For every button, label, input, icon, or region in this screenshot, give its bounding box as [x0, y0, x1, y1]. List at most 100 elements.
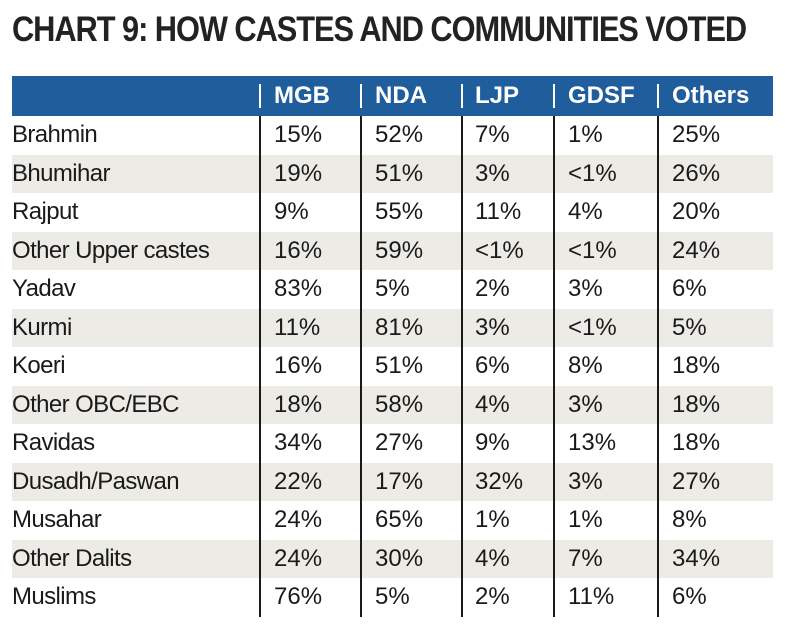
column-separator	[360, 347, 362, 386]
column-separator	[360, 231, 362, 270]
row-label: Musahar	[12, 506, 102, 533]
row-label: Yadav	[12, 275, 76, 302]
column-separator	[461, 385, 463, 424]
column-separator	[553, 116, 555, 155]
value-cell-gdsf: 4%	[568, 198, 603, 225]
row-label: Other Dalits	[12, 544, 132, 572]
column-header-gdsf: GDSF	[568, 82, 635, 109]
column-separator	[553, 539, 555, 578]
header-separator	[461, 84, 463, 108]
column-separator	[259, 193, 261, 232]
value-cell-mgb: 83%	[274, 275, 323, 302]
table-row: Brahmin 15% 52% 7% 1% 25%	[12, 116, 773, 155]
header-separator	[657, 84, 659, 108]
column-separator	[657, 308, 659, 347]
column-separator	[461, 231, 463, 270]
row-label: Dusadh/Paswan	[12, 467, 180, 495]
value-cell-gdsf: 7%	[568, 544, 603, 572]
table-row: Kurmi 11% 81% 3% <1% 5%	[12, 308, 773, 347]
row-label: Kurmi	[12, 313, 72, 341]
column-separator	[657, 424, 659, 463]
column-separator	[360, 270, 362, 309]
column-separator	[360, 308, 362, 347]
value-cell-nda: 58%	[375, 390, 424, 418]
row-label: Muslims	[12, 583, 96, 610]
value-cell-nda: 27%	[375, 429, 424, 456]
column-separator	[461, 116, 463, 155]
column-separator	[657, 501, 659, 540]
column-separator	[461, 270, 463, 309]
table-row: Koeri 16% 51% 6% 8% 18%	[12, 347, 773, 386]
column-separator	[259, 539, 261, 578]
value-cell-ljp: 3%	[475, 159, 510, 187]
column-separator	[553, 462, 555, 501]
value-cell-ljp: 3%	[475, 313, 510, 341]
table-row: Ravidas 34% 27% 9% 13% 18%	[12, 424, 773, 463]
column-separator	[553, 154, 555, 193]
column-separator	[657, 116, 659, 155]
column-separator	[657, 270, 659, 309]
value-cell-ljp: 1%	[475, 506, 510, 533]
column-separator	[461, 539, 463, 578]
column-separator	[360, 578, 362, 617]
column-header-nda: NDA	[375, 82, 427, 109]
column-separator	[259, 154, 261, 193]
value-cell-gdsf: 3%	[568, 275, 603, 302]
value-cell-nda: 65%	[375, 506, 424, 533]
value-cell-ljp: 2%	[475, 275, 510, 302]
column-separator	[461, 501, 463, 540]
column-header-others: Others	[672, 82, 750, 109]
row-label: Koeri	[12, 352, 66, 379]
value-cell-ljp: 4%	[475, 544, 510, 572]
column-separator	[461, 462, 463, 501]
row-label: Ravidas	[12, 429, 95, 456]
table-row: Other Upper castes 16% 59% <1% <1% 24%	[12, 231, 773, 270]
column-separator	[657, 231, 659, 270]
value-cell-gdsf: 11%	[568, 583, 615, 610]
column-separator	[553, 231, 555, 270]
row-label: Other Upper castes	[12, 236, 210, 264]
column-separator	[553, 385, 555, 424]
value-cell-others: 25%	[672, 121, 721, 148]
table-row: Bhumihar 19% 51% 3% <1% 26%	[12, 154, 773, 193]
value-cell-nda: 5%	[375, 275, 410, 302]
column-separator	[360, 462, 362, 501]
column-separator	[461, 347, 463, 386]
value-cell-others: 18%	[672, 352, 721, 379]
column-header-mgb: MGB	[274, 82, 330, 109]
value-cell-others: 24%	[672, 236, 721, 264]
value-cell-mgb: 76%	[274, 583, 323, 610]
vote-share-table: MGB NDA LJP GDSF Others Brahmin 15% 52% 7% 1% 25%…	[12, 76, 773, 617]
column-separator	[360, 385, 362, 424]
value-cell-mgb: 34%	[274, 429, 323, 456]
column-separator	[259, 116, 261, 155]
value-cell-gdsf: 1%	[568, 506, 603, 533]
value-cell-ljp: 6%	[475, 352, 510, 379]
header-separator	[259, 84, 261, 108]
value-cell-gdsf: 3%	[568, 467, 603, 495]
value-cell-mgb: 11%	[274, 313, 321, 341]
table-body: Brahmin 15% 52% 7% 1% 25% Bhumihar 19% 51% 3% <1% 2…	[12, 116, 773, 617]
value-cell-gdsf: <1%	[568, 236, 617, 264]
table-row: Other OBC/EBC 18% 58% 4% 3% 18%	[12, 385, 773, 424]
value-cell-others: 8%	[672, 506, 707, 533]
column-separator	[259, 462, 261, 501]
column-separator	[553, 193, 555, 232]
value-cell-nda: 81%	[375, 313, 424, 341]
row-label: Rajput	[12, 198, 78, 225]
header-separator	[553, 84, 555, 108]
column-separator	[461, 193, 463, 232]
value-cell-ljp: 4%	[475, 390, 510, 418]
column-separator	[553, 501, 555, 540]
value-cell-mgb: 15%	[274, 121, 323, 148]
value-cell-mgb: 9%	[274, 198, 309, 225]
value-cell-nda: 55%	[375, 198, 424, 225]
value-cell-mgb: 22%	[274, 467, 323, 495]
row-label: Other OBC/EBC	[12, 390, 180, 418]
column-separator	[553, 270, 555, 309]
value-cell-others: 20%	[672, 198, 721, 225]
column-separator	[553, 308, 555, 347]
column-separator	[360, 539, 362, 578]
value-cell-others: 27%	[672, 467, 721, 495]
table-row: Dusadh/Paswan 22% 17% 32% 3% 27%	[12, 462, 773, 501]
